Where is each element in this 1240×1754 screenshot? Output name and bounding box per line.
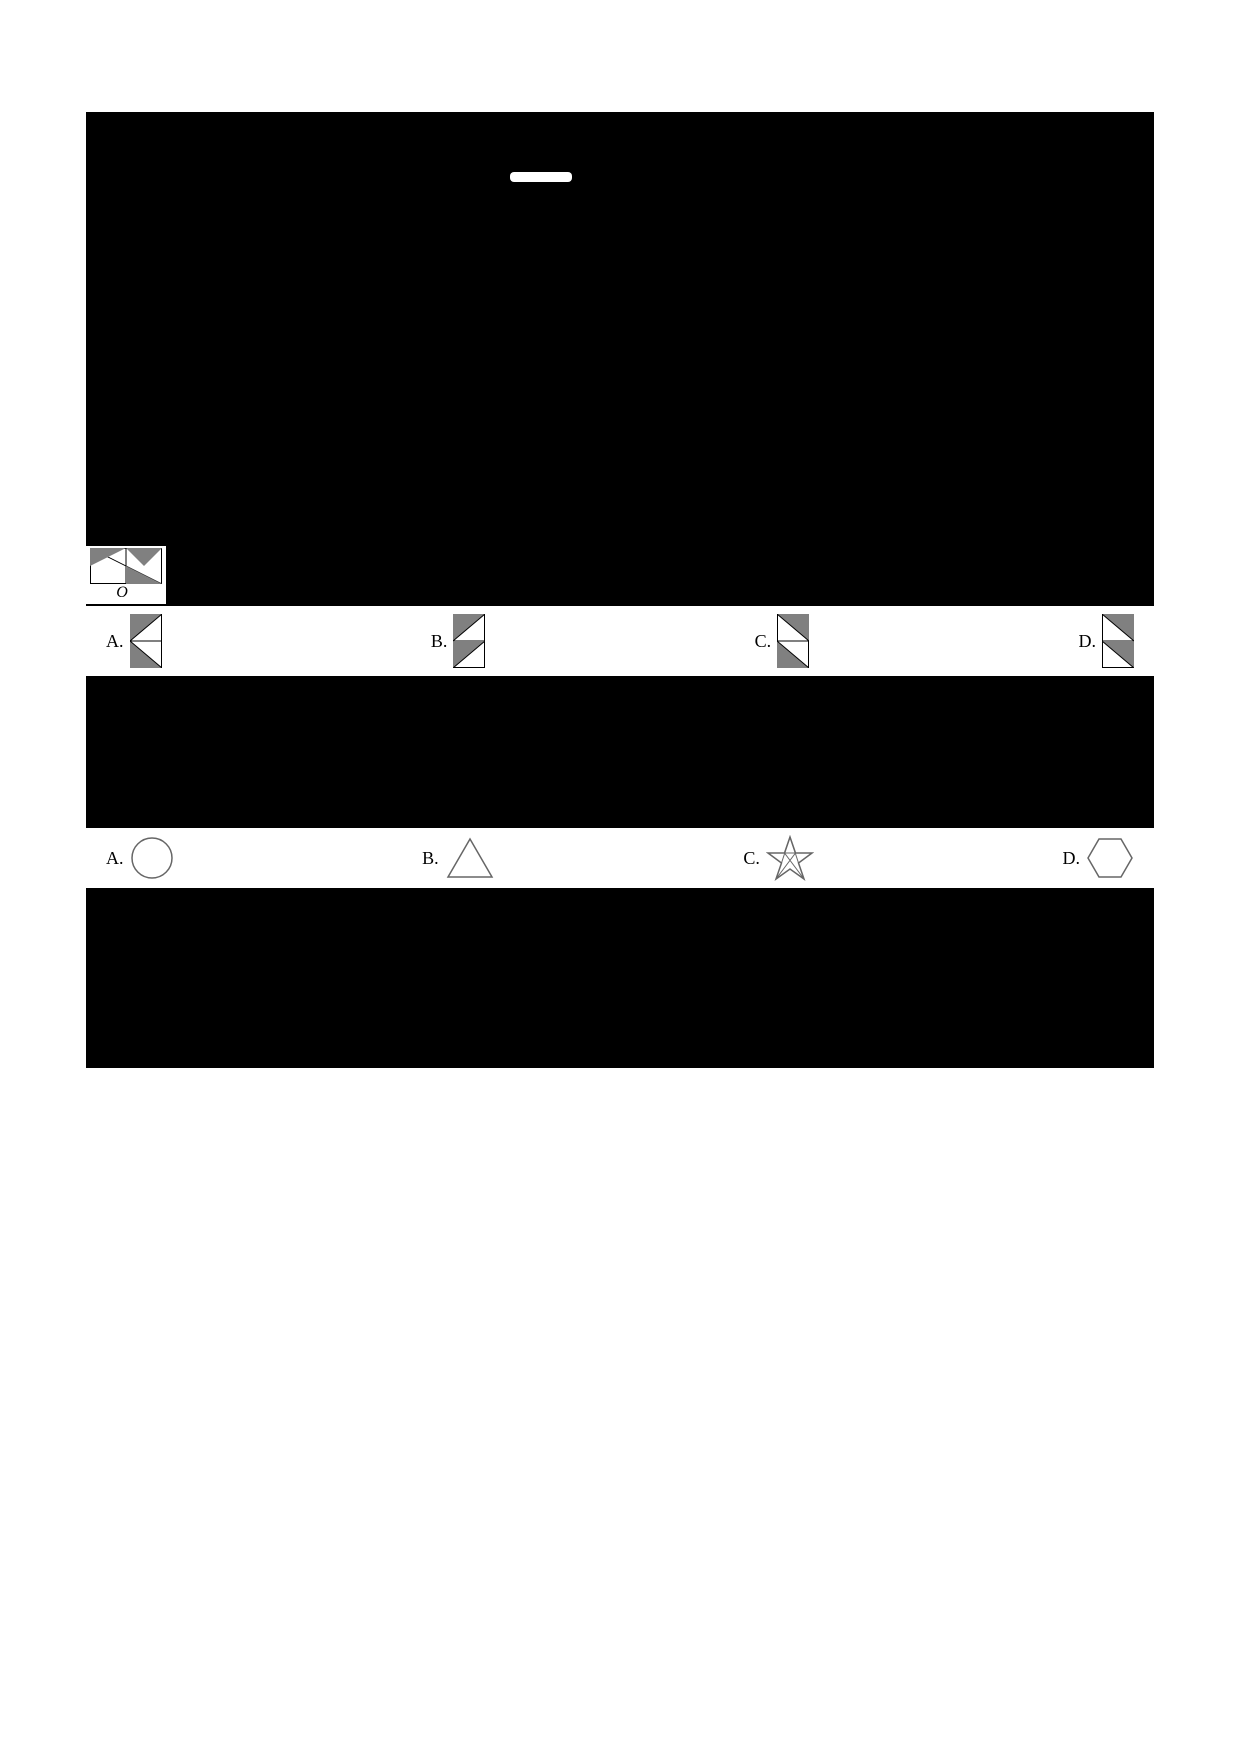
option-2-D[interactable]: D. — [1063, 836, 1135, 880]
option-label: C. — [755, 631, 772, 652]
option-label: A. — [106, 631, 124, 652]
shape-rect-tri-C — [777, 614, 809, 668]
option-label: B. — [422, 848, 439, 869]
option-1-D[interactable]: D. — [1078, 614, 1134, 668]
option-2-C[interactable]: C. — [743, 835, 814, 881]
triangle-icon — [445, 836, 495, 880]
shape-rect-tri-B — [453, 614, 485, 668]
hexagon-icon — [1086, 836, 1134, 880]
circle-icon — [130, 836, 174, 880]
option-label: D. — [1063, 848, 1081, 869]
shape-rect-tri-D — [1102, 614, 1134, 668]
option-1-C[interactable]: C. — [755, 614, 810, 668]
shape-rect-tri-A — [130, 614, 162, 668]
option-2-B[interactable]: B. — [422, 836, 495, 880]
star-icon — [766, 835, 814, 881]
option-1-A[interactable]: A. — [106, 614, 162, 668]
figure-label-O: O — [86, 584, 158, 602]
question-figure: O — [86, 546, 166, 604]
option-2-A[interactable]: A. — [106, 836, 174, 880]
white-artifact — [510, 172, 572, 182]
option-1-B[interactable]: B. — [431, 614, 486, 668]
option-label: B. — [431, 631, 448, 652]
main-black-region — [86, 112, 1154, 1068]
options-row-2: A. B. C. D. — [86, 828, 1154, 888]
option-label: D. — [1078, 631, 1096, 652]
option-label: A. — [106, 848, 124, 869]
option-label: C. — [743, 848, 760, 869]
options-row-1: A. B. C. D. — [86, 606, 1154, 676]
